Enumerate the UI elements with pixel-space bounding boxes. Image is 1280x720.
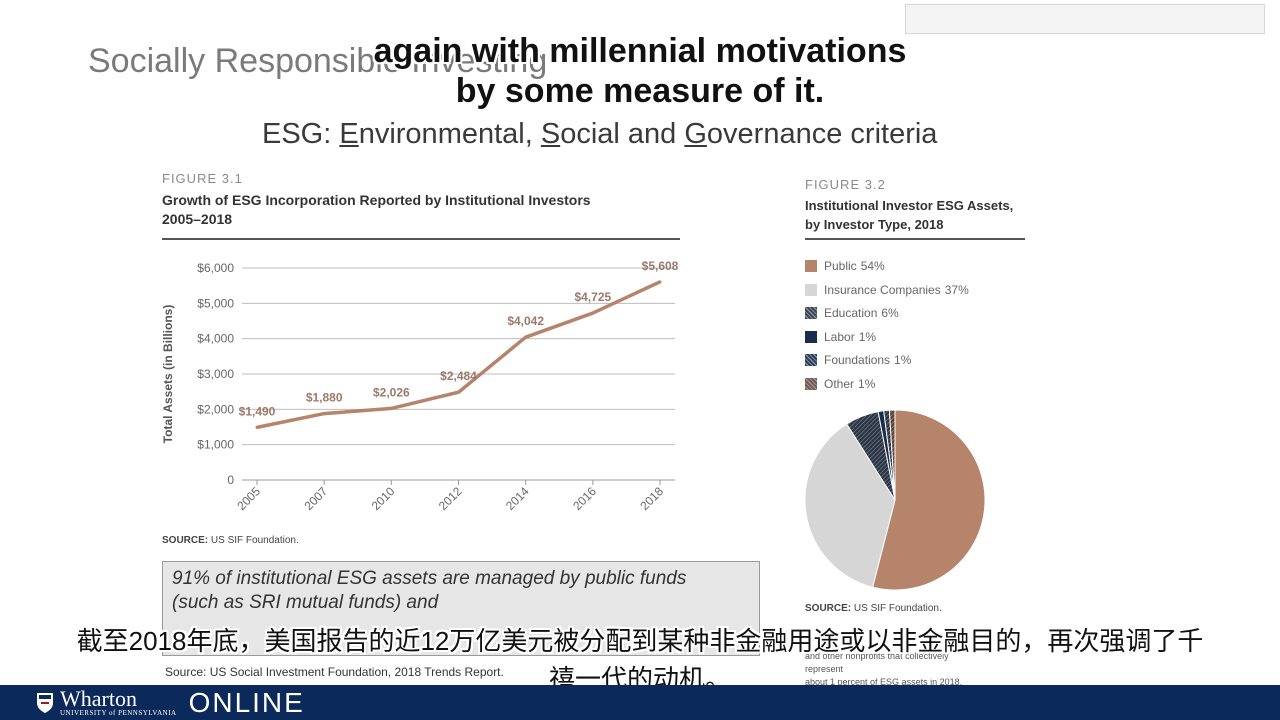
data-label: $4,725 — [574, 290, 611, 304]
y-tick-label: $6,000 — [197, 261, 234, 275]
x-tick-label: 2012 — [436, 484, 465, 513]
figure-3-2-title-line2: by Investor Type, 2018 — [805, 217, 944, 232]
data-point — [524, 335, 528, 339]
x-tick-label: 2014 — [503, 484, 532, 513]
figure-3-2-note: and other nonprofits that collectively r… — [805, 650, 985, 689]
legend-name: Other — [824, 377, 855, 391]
legend-swatch — [805, 260, 817, 272]
subtitle-initial-s: S — [540, 118, 561, 150]
x-tick-label: 2018 — [637, 484, 666, 513]
figure-3-2-title-line1: Institutional Investor ESG Assets, — [805, 198, 1014, 213]
legend-item: Public 54% — [805, 258, 885, 274]
figure-3-1-rule — [162, 238, 680, 240]
figure-3-1-source-text: US SIF Foundation. — [208, 535, 299, 546]
x-tick-label: 2010 — [369, 484, 398, 513]
pie-slice — [872, 409, 986, 591]
legend-swatch — [805, 283, 817, 296]
y-tick-label: 0 — [227, 473, 234, 487]
penn-shield-icon — [37, 692, 53, 713]
x-tick-label: 2005 — [234, 484, 263, 513]
legend-percent: 37% — [944, 282, 969, 297]
legend-swatch — [805, 378, 817, 390]
data-label: $2,484 — [440, 369, 477, 383]
wharton-wordmark: Wharton UNIVERSITY of PENNSYLVANIA — [60, 685, 177, 717]
legend-name: Public — [824, 259, 857, 273]
wharton-university: UNIVERSITY of PENNSYLVANIA — [60, 708, 177, 717]
legend-name: Labor — [824, 329, 855, 344]
data-label: $1,880 — [306, 391, 343, 405]
figure-3-1-title: Growth of ESG Incorporation Reported by … — [162, 191, 682, 229]
caption-english-line2: by some measure of it. — [455, 72, 825, 110]
subtitle-initial-e: E — [339, 118, 359, 150]
figure-3-1-label: FIGURE 3.1 — [162, 171, 243, 186]
legend-name: Education — [824, 306, 878, 321]
callout-source: Source: US Social Investment Foundation,… — [165, 665, 504, 679]
legend-percent: 1% — [858, 377, 876, 391]
data-point — [658, 280, 662, 284]
legend-percent: 6% — [881, 306, 899, 321]
data-point — [389, 406, 393, 410]
legend-percent: 1% — [894, 353, 912, 368]
data-label: $4,042 — [507, 314, 544, 328]
y-tick-label: $1,000 — [197, 438, 234, 452]
esg-investor-type-pie-chart — [804, 409, 986, 591]
legend-swatch — [805, 354, 817, 367]
data-label: $2,026 — [373, 385, 410, 399]
legend-item: Insurance Companies 37% — [805, 282, 969, 298]
legend-item: Foundations 1% — [805, 352, 911, 368]
legend-percent: 1% — [858, 329, 877, 344]
legend-name: Foundations — [824, 353, 891, 368]
callout-text: 91% of institutional ESG assets are mana… — [172, 568, 687, 613]
y-axis-label: Total Assets (in Billions) — [161, 305, 175, 444]
slide-title: Socially Responsible Investing — [88, 42, 548, 80]
legend-item: Other 1% — [805, 376, 875, 392]
figure-3-2-note-line1: and other nonprofits that collectively r… — [805, 651, 949, 674]
subtitle-part: nvironmental, — [358, 118, 541, 150]
figure-3-2-note-line2: about 1 percent of ESG assets in 2018. — [805, 677, 963, 687]
y-tick-label: $3,000 — [197, 367, 234, 381]
figure-3-2-source-prefix: SOURCE: — [805, 603, 852, 614]
legend-percent: 54% — [860, 259, 885, 273]
figure-3-1-title-line1: Growth of ESG Incorporation Reported by … — [162, 192, 591, 208]
figure-3-2-label: FIGURE 3.2 — [805, 177, 886, 192]
legend-swatch — [805, 330, 817, 343]
x-tick-label: 2007 — [302, 484, 331, 513]
figure-3-1-source-prefix: SOURCE: — [162, 535, 209, 546]
figure-3-2-rule — [805, 238, 1025, 240]
data-point — [591, 311, 595, 315]
data-label: $5,608 — [642, 259, 679, 273]
caption-english-line1: again with millennial motivations — [373, 32, 907, 70]
subtitle-part: ESG: — [262, 118, 340, 150]
y-tick-label: $2,000 — [197, 402, 234, 416]
figure-3-1-source: SOURCE: US SIF Foundation. — [162, 535, 299, 546]
slide-subtitle: ESG: Environmental, Social and Governanc… — [262, 118, 937, 151]
data-label: $1,490 — [239, 404, 276, 418]
subtitle-initial-g: G — [684, 118, 707, 150]
caption-chinese-line1: 截至2018年底，美国报告的近12万亿美元被分配到某种非金融用途或以非金融目的，… — [76, 626, 1204, 656]
legend-swatch — [805, 307, 817, 320]
subtitle-part: overnance criteria — [706, 118, 938, 150]
wharton-online-logo: Wharton UNIVERSITY of PENNSYLVANIA ONLIN… — [36, 685, 305, 720]
pie-slice — [888, 409, 896, 501]
y-tick-label: $5,000 — [197, 296, 234, 310]
wharton-name: Wharton — [60, 685, 137, 711]
figure-3-2-source: SOURCE: US SIF Foundation. — [805, 603, 942, 614]
x-tick-label: 2016 — [570, 484, 599, 513]
figure-3-2-title: Institutional Investor ESG Assets, by In… — [805, 196, 1013, 234]
wharton-online-text: ONLINE — [188, 686, 305, 718]
figure-3-2-source-text: US SIF Foundation. — [851, 603, 942, 614]
footer-bar — [0, 685, 1280, 720]
figure-3-1-title-line2: 2005–2018 — [162, 211, 233, 227]
data-point — [457, 390, 460, 394]
y-tick-label: $4,000 — [197, 332, 234, 346]
legend-item: Education 6% — [805, 305, 899, 321]
subtitle-part: ocial and — [560, 118, 685, 150]
legend-name: Insurance Companies — [824, 282, 941, 297]
top-right-banner — [905, 4, 1265, 34]
esg-growth-line-chart: $6,000$5,000$4,000$3,000$2,000$1,0000200… — [161, 259, 679, 513]
data-point — [322, 412, 326, 416]
callout-box — [162, 561, 760, 656]
legend-item: Labor 1% — [805, 329, 876, 345]
data-point — [255, 425, 259, 429]
